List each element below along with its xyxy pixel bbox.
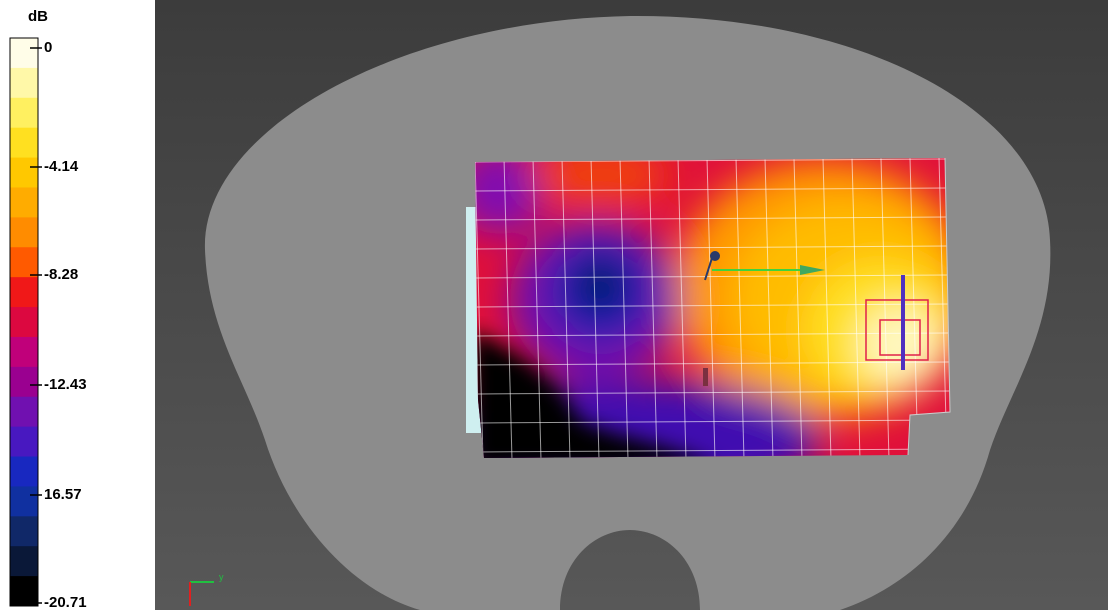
grid-line [619, 158, 629, 458]
grid-line [648, 158, 658, 458]
grid-line [475, 390, 950, 395]
grid-line [880, 158, 890, 458]
grid-line [475, 245, 950, 250]
color-band [10, 486, 38, 517]
color-band [10, 456, 38, 487]
grid-line [561, 158, 571, 458]
marker [703, 368, 708, 386]
arrow-head [800, 265, 825, 275]
field-map [475, 158, 950, 458]
colorbar-label: 0 [44, 39, 52, 56]
grid-line [909, 158, 919, 458]
grid-line [822, 158, 832, 458]
grid-line [503, 158, 513, 458]
colorbar-label: -4.14 [44, 158, 79, 175]
color-band [10, 187, 38, 218]
color-band [10, 38, 38, 69]
color-band [10, 127, 38, 159]
color-band [10, 366, 38, 398]
grid-line [706, 158, 716, 458]
color-band [10, 277, 38, 308]
colorbar-label: -12.43 [44, 376, 87, 393]
color-band [10, 67, 38, 99]
grid-line [677, 158, 687, 458]
grid-line [735, 158, 745, 458]
color-band [10, 97, 38, 129]
color-band [10, 247, 38, 278]
grid-line [475, 332, 950, 337]
colorbar [9, 37, 39, 607]
color-band [10, 516, 38, 547]
colorbar-label: 16.57 [44, 486, 82, 503]
grid-line [938, 158, 948, 458]
color-band [10, 307, 38, 338]
grid-line [532, 158, 542, 458]
grid-line [475, 303, 950, 308]
colorbar-label: -8.28 [44, 266, 78, 283]
map-edge [907, 157, 951, 456]
probe-stem [704, 257, 713, 281]
grid-line [475, 158, 484, 458]
grid-line [475, 448, 950, 453]
grid-line [475, 158, 950, 163]
color-band [10, 396, 38, 428]
antenna [865, 275, 929, 370]
grid-line [590, 158, 600, 458]
axes-triad: y [189, 572, 224, 606]
colorbar-label: -20.71 [44, 594, 87, 610]
triad-y-label: y [219, 572, 224, 582]
color-band [10, 546, 38, 577]
grid-line [475, 361, 950, 366]
color-band [10, 576, 38, 607]
grid-line [764, 158, 774, 458]
grid-line [475, 419, 950, 424]
grid-line [475, 187, 950, 192]
color-band [10, 336, 38, 368]
color-band [10, 217, 38, 248]
colorbar-unit: dB [28, 8, 48, 25]
grid-line [475, 274, 950, 279]
grid-line [475, 216, 950, 221]
colorbar-labels: 0 -4.14 -8.28 -12.43 16.57 -20.71 [30, 39, 87, 610]
color-band [10, 157, 38, 188]
grid-line [793, 158, 803, 458]
color-band [10, 426, 38, 458]
colorbar-frame [9, 37, 39, 607]
grid-line [851, 158, 861, 458]
